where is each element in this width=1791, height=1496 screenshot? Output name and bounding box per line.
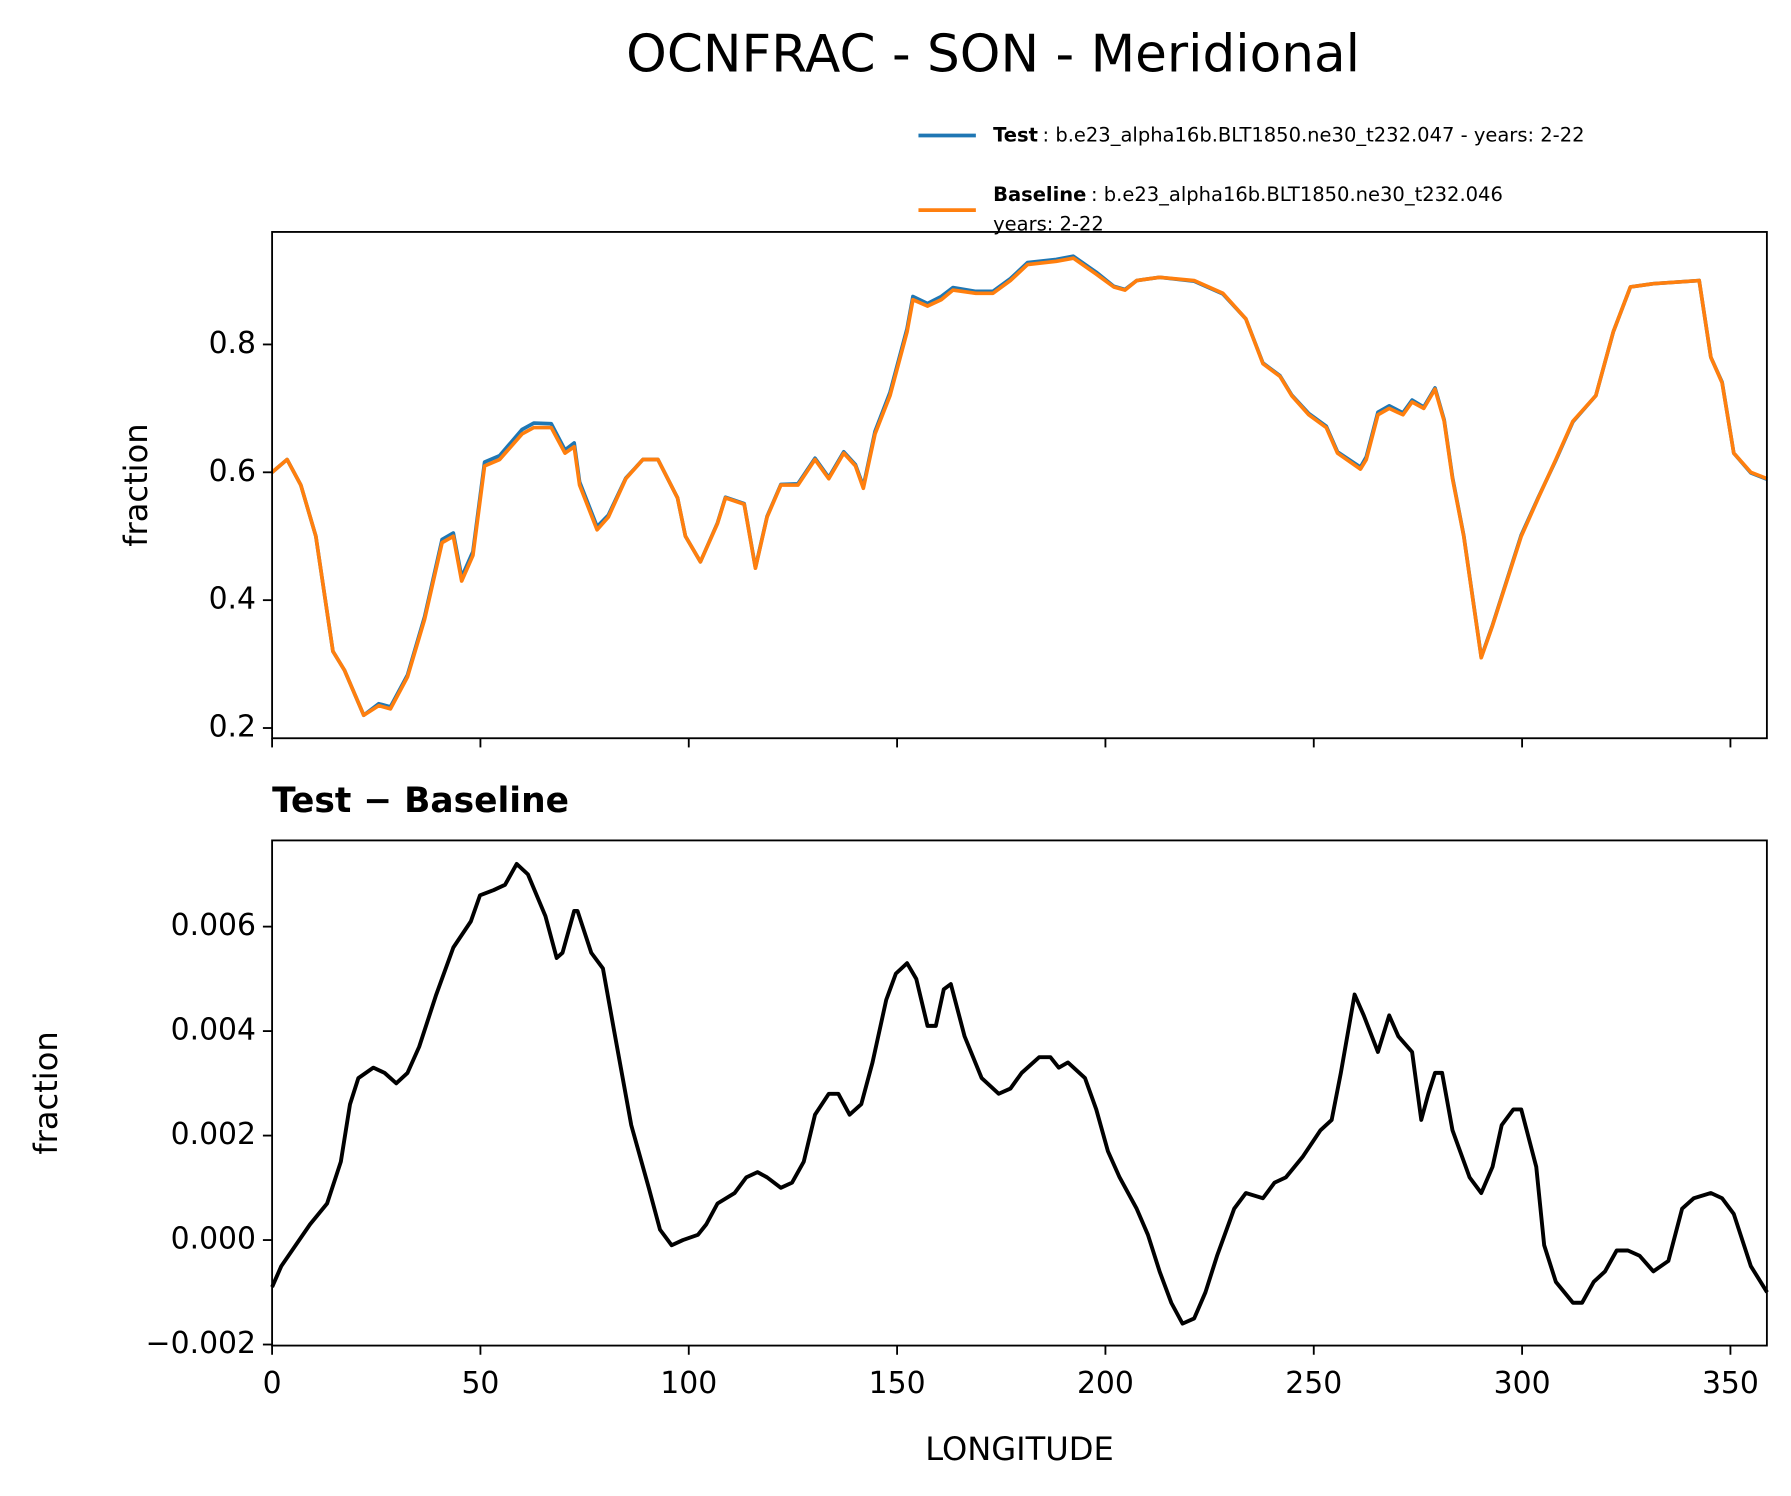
- x-axis-label: LONGITUDE: [925, 1430, 1114, 1468]
- y-tick-label: −0.002: [146, 1326, 256, 1361]
- y-tick-label: 0.6: [209, 454, 256, 489]
- figure-title: OCNFRAC - SON - Meridional: [626, 24, 1360, 84]
- legend-name: Baseline: [993, 183, 1086, 206]
- y-axis-label: fraction: [117, 423, 155, 546]
- x-tick-label: 300: [1494, 1366, 1551, 1401]
- y-axis-label: fraction: [27, 1031, 65, 1154]
- y-tick-label: 0.000: [171, 1222, 256, 1257]
- x-tick-label: 200: [1077, 1366, 1134, 1401]
- subplot-title: Test − Baseline: [272, 781, 569, 821]
- y-tick-label: 0.2: [209, 710, 256, 745]
- legend-label: Baseline: b.e23_alpha16b.BLT1850.ne30_t2…: [993, 183, 1503, 206]
- legend-label: Test: b.e23_alpha16b.BLT1850.ne30_t232.0…: [993, 123, 1584, 146]
- axes-frame: [271, 839, 1768, 1347]
- y-tick-label: 0.002: [171, 1117, 256, 1152]
- y-tick-label: 0.004: [171, 1013, 256, 1048]
- x-tick-label: 150: [869, 1366, 926, 1401]
- data-line: [270, 256, 1768, 718]
- x-tick-label: 0: [263, 1366, 282, 1401]
- y-tick-label: 0.4: [209, 582, 256, 617]
- x-tick-label: 350: [1702, 1366, 1759, 1401]
- legend-description: : b.e23_alpha16b.BLT1850.ne30_t232.046: [1091, 183, 1503, 206]
- data-line: [270, 861, 1769, 1326]
- axes-frame: [271, 231, 1768, 740]
- x-tick-label: 100: [660, 1366, 717, 1401]
- x-tick-label: 50: [461, 1366, 499, 1401]
- x-tick-label: 250: [1285, 1366, 1342, 1401]
- legend-description: : b.e23_alpha16b.BLT1850.ne30_t232.047 -…: [1043, 123, 1585, 146]
- legend-name: Test: [993, 123, 1038, 146]
- legend-description: years: 2-22: [993, 213, 1104, 236]
- y-tick-label: 0.8: [209, 326, 256, 361]
- y-tick-label: 0.006: [171, 908, 256, 943]
